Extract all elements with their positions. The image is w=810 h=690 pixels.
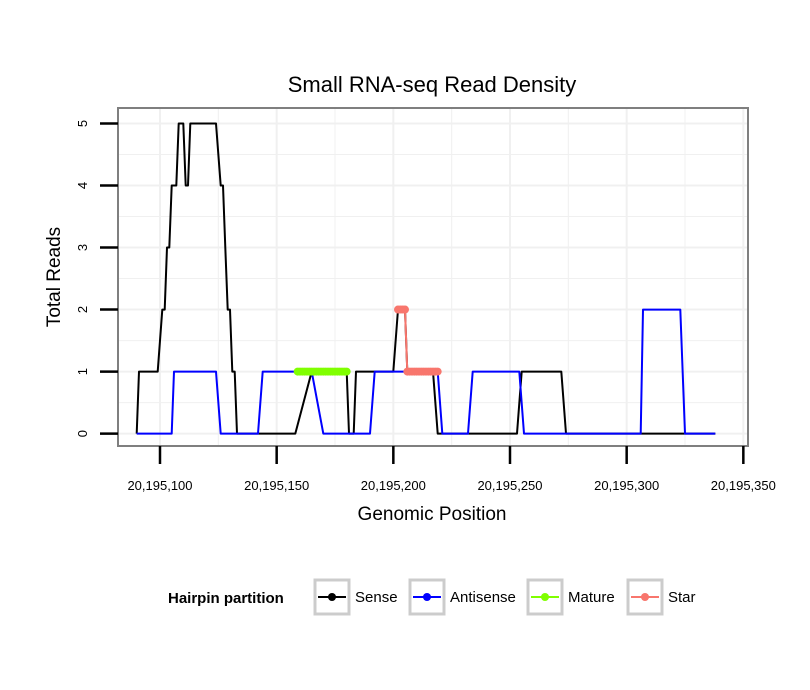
chart-title: Small RNA-seq Read Density	[288, 72, 577, 97]
series-layer	[135, 122, 716, 435]
legend-label: Star	[668, 589, 696, 606]
x-tick-label: 20,195,350	[711, 478, 776, 493]
mature-point	[342, 367, 351, 376]
legend-key-point	[423, 593, 431, 601]
legend-key-point	[328, 593, 336, 601]
x-tick-label: 20,195,100	[127, 478, 192, 493]
legend-label: Sense	[355, 589, 398, 606]
star-point	[401, 305, 409, 314]
legend-item-antisense: Antisense	[408, 578, 516, 616]
plot-border	[117, 107, 749, 447]
legend-key-point	[641, 593, 649, 601]
x-tick-label: 20,195,250	[477, 478, 542, 493]
y-tick-label: 2	[75, 306, 90, 313]
legend-item-mature: Mature	[526, 578, 615, 616]
y-tick-label: 5	[75, 120, 90, 127]
plot-background	[118, 108, 748, 446]
y-tick-label: 1	[75, 368, 90, 375]
star-point	[433, 367, 442, 376]
axes	[117, 107, 749, 447]
x-tick-label: 20,195,300	[594, 478, 659, 493]
tick-labels: 20,195,100 20,195,150 20,195,200 20,195,250…	[75, 120, 776, 493]
x-tick-label: 20,195,150	[244, 478, 309, 493]
x-tick-label: 20,195,200	[361, 478, 426, 493]
legend-item-sense: Sense	[313, 578, 398, 616]
x-axis-title: Genomic Position	[358, 504, 507, 525]
series-mature	[293, 367, 351, 376]
antisense-line	[136, 308, 716, 435]
legend-label: Mature	[568, 589, 615, 606]
y-axis-title: Total Reads	[44, 227, 65, 327]
legend-title: Hairpin partition	[168, 590, 284, 607]
legend-item-star: Star	[626, 578, 696, 616]
series-star	[394, 305, 442, 376]
series-antisense	[136, 308, 716, 435]
legend-key-point	[541, 593, 549, 601]
legend: Hairpin partition Sense Antisense Mature St…	[168, 578, 696, 616]
y-tick-label: 4	[75, 182, 90, 189]
plot-area	[118, 108, 748, 446]
legend-label: Antisense	[450, 589, 516, 606]
y-tick-label: 0	[75, 430, 90, 437]
y-tick-label: 3	[75, 244, 90, 251]
